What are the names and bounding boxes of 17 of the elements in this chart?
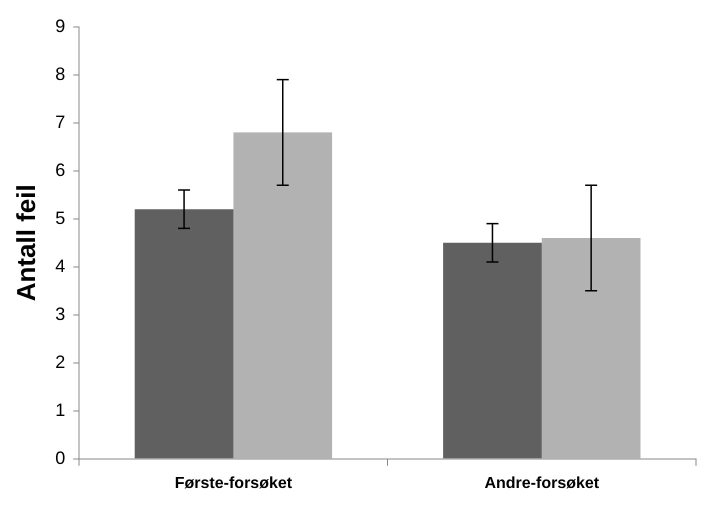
bar (542, 238, 640, 458)
x-tick-label: Første-forsøket (174, 474, 293, 492)
bar (233, 132, 332, 458)
y-tick-label: 1 (55, 400, 66, 420)
x-tick-label: Andre-forsøket (484, 474, 600, 492)
y-tick-label: 6 (55, 160, 66, 180)
bar (443, 242, 542, 458)
y-tick-label: 7 (55, 112, 66, 132)
y-tick-label: 5 (55, 208, 66, 228)
y-axis-title: Antall feil (10, 184, 41, 302)
y-tick-label: 0 (55, 448, 66, 468)
y-tick-label: 8 (55, 64, 66, 84)
y-tick-label: 3 (55, 304, 66, 324)
y-tick-label: 2 (55, 352, 66, 372)
y-tick-label: 4 (55, 256, 66, 276)
bar (134, 209, 234, 458)
y-tick-label: 9 (55, 16, 66, 36)
